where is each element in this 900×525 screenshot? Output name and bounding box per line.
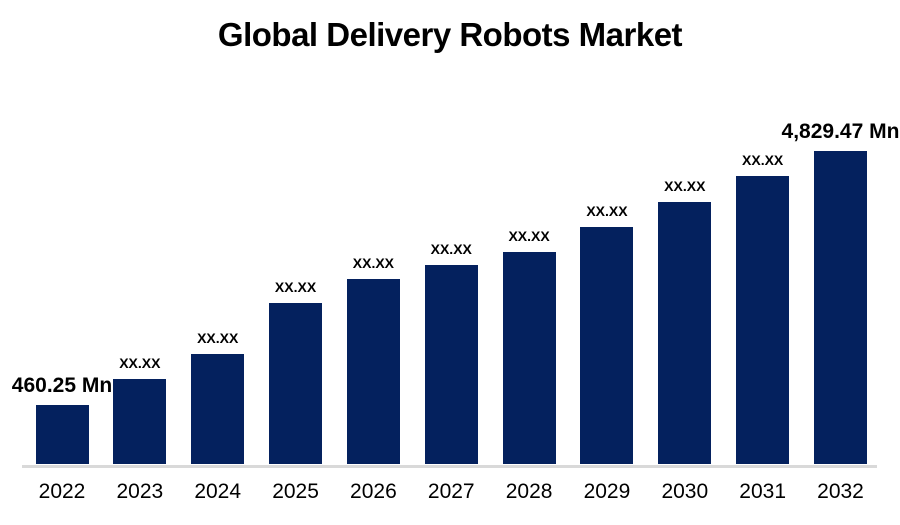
x-axis-label-2030: 2030 (661, 480, 709, 503)
bar-2024 (191, 354, 245, 464)
bar-value-label-2028: XX.XX (508, 228, 550, 244)
x-axis-label-2024: 2024 (194, 480, 242, 503)
chart-title: Global Delivery Robots Market (217, 16, 683, 53)
bar-2029 (580, 227, 634, 464)
x-axis-label-2032: 2032 (817, 480, 864, 503)
x-axis-label-2029: 2029 (583, 480, 631, 503)
x-axis-label-2028: 2028 (505, 480, 553, 503)
bar-value-label-2032: 4,829.47 Mn (781, 120, 900, 143)
bar-value-label-2025: XX.XX (274, 279, 317, 295)
bar-value-label-2029: XX.XX (586, 203, 628, 219)
bar-2027 (424, 265, 478, 464)
bar-value-label-2031: XX.XX (742, 152, 784, 168)
bar-value-label-2022: 460.25 Mn (11, 374, 113, 397)
bar-2032 (814, 151, 867, 464)
bar-2025 (269, 303, 323, 464)
bar-value-label-2024: XX.XX (197, 330, 239, 346)
x-axis-label-2023: 2023 (116, 480, 164, 503)
x-axis-line (22, 465, 877, 468)
x-axis-label-2027: 2027 (427, 480, 475, 503)
bar-2030 (658, 202, 712, 464)
x-axis-label-2022: 2022 (38, 480, 86, 503)
x-axis-label-2031: 2031 (739, 480, 786, 503)
bar-value-label-2030: XX.XX (664, 178, 706, 194)
bar-2022 (35, 405, 89, 464)
bar-value-label-2027: XX.XX (430, 241, 472, 257)
x-axis-label-2025: 2025 (272, 480, 319, 503)
bar-2023 (113, 379, 167, 464)
bar-2028 (502, 252, 556, 464)
bar-2031 (736, 176, 790, 464)
bar-value-label-2026: XX.XX (352, 255, 395, 271)
bar-value-label-2023: XX.XX (119, 355, 161, 371)
x-axis-label-2026: 2026 (350, 480, 397, 503)
bar-2026 (346, 279, 400, 464)
